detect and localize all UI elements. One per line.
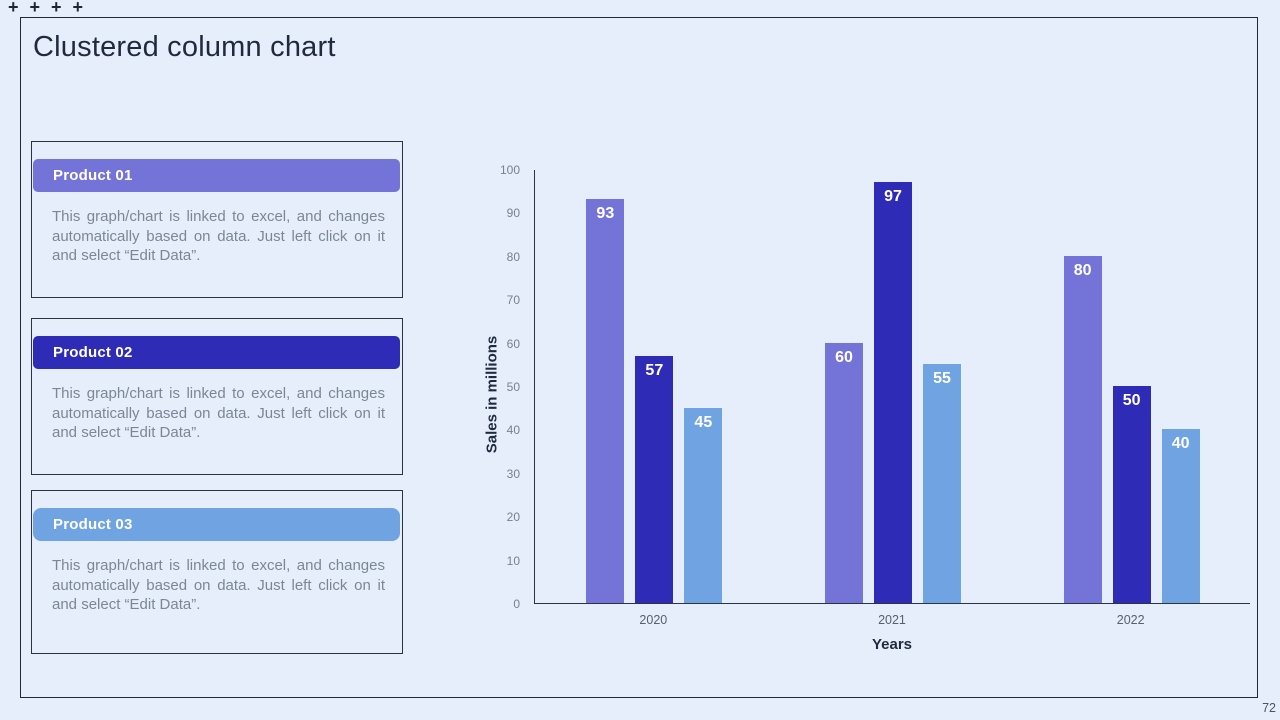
bar-product-03-2022: 40 <box>1161 429 1200 603</box>
x-tick-label: 2022 <box>1116 613 1145 627</box>
plot-area: 93 57 45 60 97 55 80 50 40 <box>534 170 1250 604</box>
y-tick-label: 60 <box>506 336 520 351</box>
bar-value-label: 60 <box>835 348 853 366</box>
clustered-column-chart: Sales in millions 0 10 20 30 40 50 60 70 80 90 100… <box>460 150 1260 680</box>
y-tick-label: 90 <box>506 206 520 221</box>
bar-value-label: 50 <box>1122 392 1141 409</box>
bar-product-02-2020: 57 <box>635 355 674 603</box>
product-02-card: Product 02 This graph/chart is linked to… <box>31 318 403 475</box>
page-title: Clustered column chart <box>33 31 336 63</box>
product-02-description: This graph/chart is linked to excel, and… <box>52 385 385 441</box>
bar-value-label: 45 <box>694 413 713 431</box>
y-tick-label: 20 <box>506 510 520 525</box>
bar-product-02-2022: 50 <box>1112 386 1151 603</box>
bar-product-01-2020: 93 <box>586 199 625 603</box>
product-03-header: Product 03 <box>33 508 400 541</box>
y-tick-label: 80 <box>506 249 520 264</box>
decorative-plus-marks: + + + + <box>8 0 87 17</box>
x-axis-title: Years <box>871 636 913 653</box>
page-number: 72 <box>1262 701 1276 715</box>
y-tick-label: 10 <box>506 553 520 568</box>
product-02-header: Product 02 <box>33 336 400 369</box>
bar-value-label: 80 <box>1073 261 1092 279</box>
bar-product-01-2021: 60 <box>825 342 863 603</box>
bar-value-label: 55 <box>933 370 951 388</box>
y-tick-label: 0 <box>513 597 520 611</box>
y-tick-label: 50 <box>506 380 520 394</box>
y-axis-title: Sales in millions <box>483 335 501 454</box>
product-03-description: This graph/chart is linked to excel, and… <box>52 557 385 613</box>
bar-product-02-2021: 97 <box>874 182 912 603</box>
bar-product-03-2020: 45 <box>684 407 723 603</box>
y-tick-label: 70 <box>506 293 520 308</box>
y-tick-label: 100 <box>499 163 520 177</box>
y-tick-label: 40 <box>506 423 520 438</box>
x-tick-label: 2021 <box>878 613 906 627</box>
y-tick-label: 30 <box>506 466 520 481</box>
product-03-card: Product 03 This graph/chart is linked to… <box>31 490 403 654</box>
product-01-card: Product 01 This graph/chart is linked to… <box>31 141 403 298</box>
product-01-header: Product 01 <box>33 159 400 192</box>
bar-value-label: 97 <box>884 188 902 206</box>
bar-value-label: 57 <box>645 361 664 379</box>
bar-product-03-2021: 55 <box>923 364 961 603</box>
bar-product-01-2022: 80 <box>1063 255 1102 603</box>
x-tick-label: 2020 <box>639 613 668 627</box>
bar-value-label: 40 <box>1171 435 1190 453</box>
bar-value-label: 93 <box>596 205 615 223</box>
product-01-description: This graph/chart is linked to excel, and… <box>52 208 385 264</box>
